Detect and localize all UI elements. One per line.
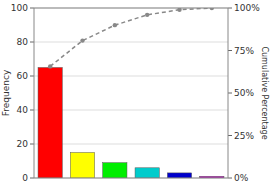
bar	[70, 153, 94, 179]
y-axis-line	[34, 8, 35, 178]
tick-label: 40	[17, 105, 29, 115]
grid-line	[34, 178, 228, 179]
y2-axis-label: Cumulative Percentage	[260, 46, 269, 139]
tick-mark	[228, 50, 232, 51]
tick-label: 75%	[234, 46, 254, 56]
tick-label: 100%	[234, 3, 260, 13]
tick-mark	[30, 8, 34, 9]
plot-area	[34, 8, 228, 178]
grid-line	[34, 8, 228, 9]
tick-mark	[30, 42, 34, 43]
top-frame-line	[34, 8, 228, 9]
tick-mark	[228, 135, 232, 136]
bar	[135, 168, 159, 178]
chart: 0 20 40 60 80 100 0% 25% 50% 75% 100% Frequency Cumu…	[0, 0, 270, 187]
y-axis-label: Frequency	[1, 69, 11, 116]
cumulative-line	[50, 8, 212, 66]
tick-mark	[30, 144, 34, 145]
tick-label: 100	[11, 3, 28, 13]
grid-line	[34, 76, 228, 77]
bar	[103, 163, 127, 178]
line-marker	[48, 64, 52, 68]
grid-line	[34, 42, 228, 43]
marks	[38, 8, 224, 178]
y2-axis-line	[228, 8, 229, 178]
line-marker	[177, 8, 181, 12]
grid-line	[34, 144, 228, 145]
tick-label: 20	[17, 139, 29, 149]
tick-mark	[30, 76, 34, 77]
tick-label: 0	[22, 173, 28, 183]
line-marker	[145, 13, 149, 17]
tick-label: 60	[17, 71, 29, 81]
line-marker	[113, 23, 117, 27]
line-marker	[80, 38, 84, 42]
tick-label: 0%	[234, 173, 249, 183]
bar	[167, 173, 191, 178]
grid-line	[34, 110, 228, 111]
tick-mark	[228, 178, 232, 179]
tick-mark	[30, 110, 34, 111]
tick-label: 25%	[234, 131, 254, 141]
x-axis-line	[34, 178, 228, 179]
tick-mark	[30, 178, 34, 179]
bar	[38, 68, 62, 179]
tick-mark	[228, 8, 232, 9]
tick-label: 80	[17, 37, 29, 47]
tick-label: 50%	[234, 88, 254, 98]
tick-mark	[228, 93, 232, 94]
